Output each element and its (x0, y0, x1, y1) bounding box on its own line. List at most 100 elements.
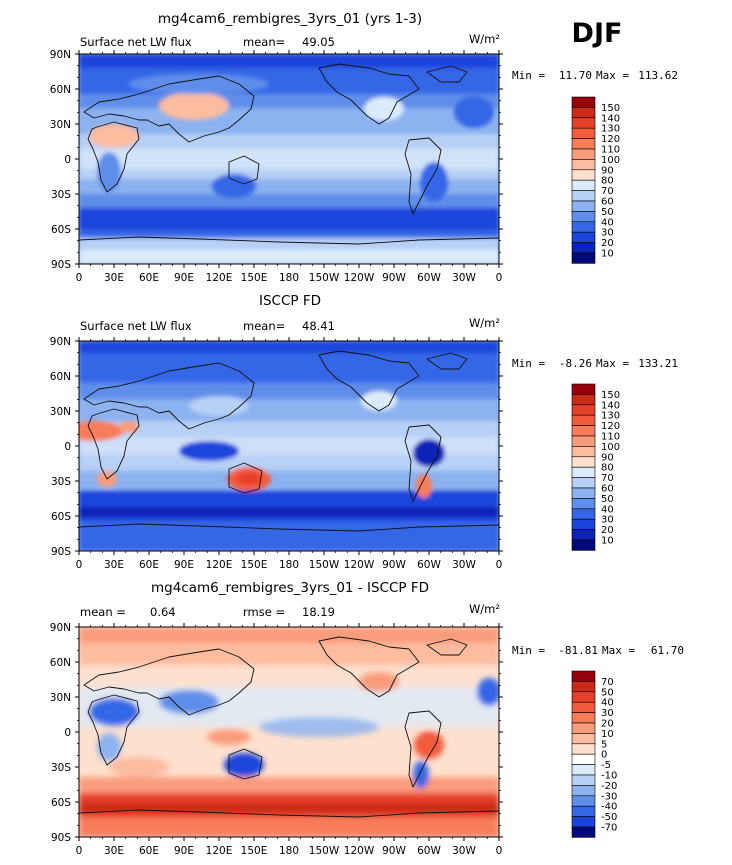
lon-tick-label: 0 (76, 272, 83, 284)
panel-3-min-label: Min = (512, 644, 545, 657)
lon-tick-label: 180 (279, 272, 299, 284)
panel-3-max-label: Max = (602, 644, 635, 657)
colorbar-swatch (571, 211, 596, 223)
lon-tick-label: 120W (344, 845, 375, 857)
colorbar-label: 30 (601, 708, 614, 719)
colorbar-label: 80 (601, 463, 614, 474)
lat-tick-label: 30N (50, 692, 71, 704)
colorbar-label: -20 (601, 781, 617, 792)
lat-tick-label: 90N (50, 336, 71, 348)
colorbar-label: 10 (601, 536, 614, 547)
colorbar-swatch (571, 414, 596, 426)
lon-tick-label: 150E (241, 845, 268, 857)
colorbar-label: 60 (601, 197, 614, 208)
lat-tick-label: 90S (51, 546, 71, 558)
colorbar-label: 40 (601, 217, 614, 228)
colorbar-swatch (571, 231, 596, 243)
lon-tick-label: 30W (452, 845, 476, 857)
panel-3-mean-value: 0.64 (150, 605, 176, 619)
colorbar-label: -70 (601, 823, 617, 834)
colorbar-swatch (571, 518, 596, 530)
colorbar-swatch (571, 221, 596, 233)
lat-tick-label: 60N (50, 371, 71, 383)
colorbar-label: 50 (601, 207, 614, 218)
lat-tick-label: 90N (50, 49, 71, 61)
colorbar-swatch (571, 701, 596, 713)
colorbar-label: 40 (601, 698, 614, 709)
lat-tick-label: 60S (51, 511, 71, 523)
panel-1-mean-value: 49.05 (302, 35, 335, 49)
colorbar-label: 20 (601, 525, 614, 536)
colorbar-swatch (571, 477, 596, 489)
panel-1-coastlines (78, 63, 500, 245)
colorbar-label: 150 (601, 103, 620, 114)
colorbar-swatch (571, 252, 596, 264)
panel-1-max-label: Max = (596, 69, 629, 82)
panel-3-map: 90N 60N 30N 0 30S 60S 90S 0 30E 60E 90E 120E 150E 180… (50, 622, 503, 857)
colorbar-swatch (571, 242, 596, 254)
colorbar-swatch (571, 774, 596, 786)
panel-3-max-value: 61.70 (651, 644, 684, 657)
lon-tick-label: 0 (76, 845, 83, 857)
colorbar-label: 20 (601, 719, 614, 730)
colorbar-swatch (571, 394, 596, 406)
colorbar-label: 70 (601, 473, 614, 484)
lon-tick-label: 30E (104, 559, 124, 571)
colorbar-swatch (571, 498, 596, 510)
colorbar-swatch (571, 127, 596, 139)
colorbar-label: 90 (601, 165, 614, 176)
colorbar-swatch (571, 159, 596, 171)
panel-1-units: W/m² (469, 32, 500, 46)
lat-tick-label: 60S (51, 797, 71, 809)
colorbar-swatch (571, 466, 596, 478)
lat-tick-label: 60N (50, 657, 71, 669)
lat-tick-label: 0 (64, 154, 71, 166)
colorbar-swatch (571, 764, 596, 776)
lat-tick-label: 0 (64, 727, 71, 739)
panel-1-min-label: Min = (512, 69, 545, 82)
colorbar-label: 100 (601, 155, 620, 166)
panel-2-max-value: 133.21 (638, 357, 678, 370)
lon-tick-label: 60E (139, 845, 159, 857)
colorbar-label: 130 (601, 124, 620, 135)
panel-2-mean-value: 48.41 (302, 319, 335, 333)
colorbar-swatch (571, 826, 596, 838)
lon-tick-label: 120E (206, 272, 233, 284)
panel-3-rmse-value: 18.19 (302, 605, 335, 619)
colorbar-label: 30 (601, 515, 614, 526)
colorbar-label: 50 (601, 494, 614, 505)
lon-tick-label: 150E (241, 559, 268, 571)
panel-3: mg4cam6_rembigres_3yrs_01 - ISCCP FD mea… (50, 580, 684, 857)
colorbar-swatch (571, 435, 596, 447)
panel-1-mean-label: mean= (243, 35, 285, 49)
panel-1-min-value: 11.70 (559, 69, 592, 82)
colorbar-label: -30 (601, 791, 617, 802)
panel-3-axis-ticks: 90N 60N 30N 0 30S 60S 90S 0 30E 60E 90E 120E 150E 180… (50, 622, 503, 857)
colorbar-swatch (571, 169, 596, 181)
colorbar-label: 10 (601, 729, 614, 740)
colorbar-swatch (571, 404, 596, 416)
panel-1-max-value: 113.62 (638, 69, 678, 82)
lon-tick-label: 30E (104, 272, 124, 284)
panel-2-max-label: Max = (596, 357, 629, 370)
colorbar-swatch (571, 785, 596, 797)
panel-3-min-value: -81.81 (558, 644, 598, 657)
colorbar-label: 150 (601, 390, 620, 401)
colorbar-label: 50 (601, 687, 614, 698)
panel-1-map: 90N 60N 30N 0 30S 60S 90S 0 30E 60E 90E 120E 150E 180… (50, 49, 503, 284)
lon-tick-label: 180 (279, 845, 299, 857)
lon-tick-label: 120E (206, 559, 233, 571)
colorbar-swatch (571, 425, 596, 437)
colorbar-label: 110 (601, 432, 620, 443)
colorbar-swatch (571, 148, 596, 160)
colorbar-swatch (571, 190, 596, 202)
colorbar-label: 70 (601, 186, 614, 197)
colorbar-label: -10 (601, 771, 617, 782)
lon-tick-label: 150W (309, 559, 340, 571)
lon-tick-label: 150E (241, 272, 268, 284)
colorbar-label: 20 (601, 238, 614, 249)
colorbar-swatch (571, 138, 596, 150)
panel-2-min-label: Min = (512, 357, 545, 370)
